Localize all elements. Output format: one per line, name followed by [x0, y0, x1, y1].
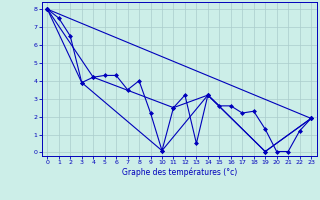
X-axis label: Graphe des températures (°c): Graphe des températures (°c) — [122, 168, 237, 177]
